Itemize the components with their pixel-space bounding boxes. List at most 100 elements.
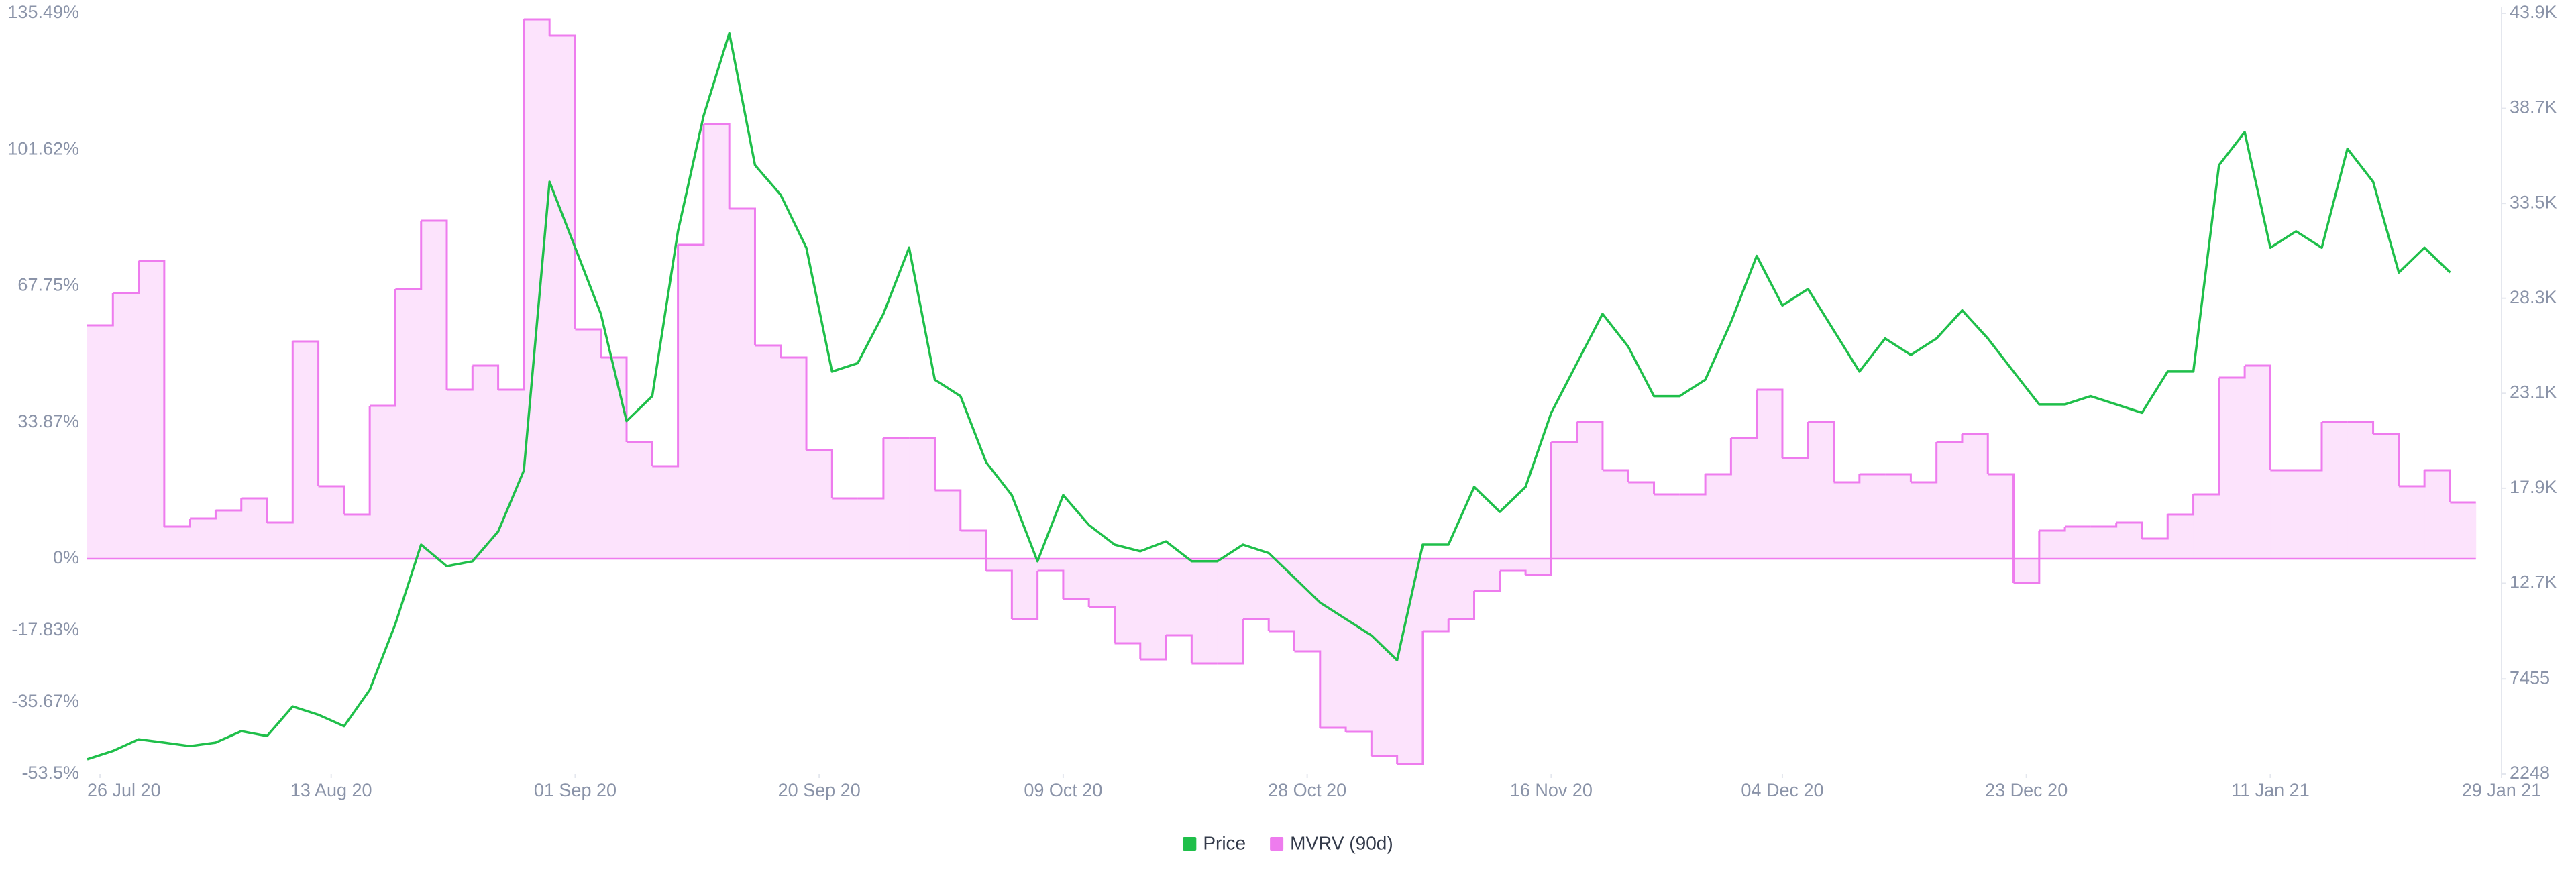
mvrv-area bbox=[1166, 558, 1192, 635]
legend-label: MVRV (90d) bbox=[1290, 832, 1393, 853]
mvrv-step bbox=[857, 437, 885, 500]
mvrv-area bbox=[292, 341, 319, 559]
mvrv-step bbox=[1012, 570, 1039, 620]
mvrv-step bbox=[575, 328, 602, 358]
mvrv-step bbox=[1525, 441, 1552, 576]
mvrv-area bbox=[857, 498, 884, 559]
mvrv-step bbox=[472, 364, 500, 390]
legend-label: Price bbox=[1203, 832, 1246, 853]
mvrv-area bbox=[1063, 558, 1089, 599]
mvrv-area bbox=[986, 558, 1012, 571]
mvrv-step bbox=[190, 510, 217, 520]
mvrv-step bbox=[2193, 377, 2220, 496]
mvrv-step bbox=[2218, 365, 2246, 379]
y2-tick-label: 23.1K bbox=[2510, 382, 2557, 402]
x-tick-label: 28 Oct 20 bbox=[1268, 780, 1346, 800]
y2-tick-label: 28.3K bbox=[2510, 287, 2557, 307]
mvrv-step bbox=[1833, 474, 1861, 484]
mvrv-step bbox=[370, 288, 396, 407]
mvrv-area bbox=[1551, 441, 1578, 559]
mvrv-area bbox=[2321, 421, 2348, 559]
y-tick-label: -53.5% bbox=[21, 763, 79, 783]
mvrv-step bbox=[1346, 730, 1373, 756]
mvrv-area bbox=[1242, 558, 1269, 619]
mvrv-step bbox=[343, 405, 371, 516]
mvrv-step bbox=[729, 207, 756, 345]
mvrv-area bbox=[652, 466, 679, 559]
mvrv-area bbox=[1936, 441, 1963, 559]
mvrv-step bbox=[2245, 364, 2271, 470]
mvrv-area bbox=[1089, 558, 1115, 607]
mvrv-area bbox=[215, 510, 242, 559]
y-tick-label: -35.67% bbox=[11, 691, 79, 711]
mvrv-area bbox=[703, 123, 730, 559]
mvrv-step bbox=[1063, 598, 1090, 607]
mvrv-step bbox=[1911, 441, 1938, 484]
mvrv-area bbox=[883, 437, 910, 559]
mvrv-area bbox=[1140, 558, 1167, 659]
mvrv-step bbox=[1269, 630, 1295, 651]
mvrv-step bbox=[2141, 514, 2169, 540]
x-tick-label: 23 Dec 20 bbox=[1985, 780, 2068, 800]
mvrv-area bbox=[190, 518, 216, 559]
mvrv-step bbox=[2373, 433, 2400, 486]
mvrv-step bbox=[2296, 421, 2323, 472]
mvrv-step bbox=[755, 344, 782, 358]
mvrv-step bbox=[215, 498, 243, 512]
mvrv-area bbox=[2347, 421, 2374, 559]
mvrv-area bbox=[1885, 474, 1911, 559]
mvrv-step bbox=[1962, 433, 1989, 474]
mvrv-step bbox=[806, 449, 833, 498]
mvrv-area bbox=[1422, 558, 1449, 631]
mvrv-area bbox=[1628, 482, 1655, 559]
mvrv-area bbox=[806, 449, 833, 559]
mvrv-area bbox=[1114, 558, 1141, 643]
mvrv-step bbox=[934, 489, 962, 531]
mvrv-area bbox=[2296, 470, 2322, 559]
mvrv-area bbox=[2398, 486, 2425, 559]
mvrv-step bbox=[1114, 642, 1142, 659]
mvrv-step bbox=[1679, 474, 1707, 496]
mvrv-area bbox=[1988, 474, 2015, 559]
mvrv-area bbox=[960, 530, 987, 559]
mvrv-step bbox=[421, 219, 448, 390]
mvrv-area bbox=[678, 244, 704, 559]
y2-tick-label: 43.9K bbox=[2510, 2, 2557, 22]
x-tick-label: 01 Sep 20 bbox=[534, 780, 616, 800]
mvrv-area bbox=[549, 35, 576, 559]
mvrv-step bbox=[1705, 437, 1732, 476]
mvrv-step bbox=[627, 441, 653, 466]
y-tick-label: -17.83% bbox=[11, 619, 79, 639]
mvrv-area bbox=[909, 437, 935, 559]
mvrv-area bbox=[447, 389, 473, 559]
x-tick-label: 13 Aug 20 bbox=[290, 780, 372, 800]
mvrv-area bbox=[1962, 433, 1988, 559]
mvrv-step bbox=[1628, 481, 1656, 494]
mvrv-area bbox=[523, 19, 550, 559]
mvrv-area bbox=[1525, 558, 1552, 575]
mvrv-step bbox=[138, 260, 166, 527]
mvrv-step bbox=[1576, 421, 1604, 470]
mvrv-step bbox=[1217, 618, 1244, 665]
mvrv-area bbox=[2013, 558, 2040, 583]
mvrv-area bbox=[421, 220, 447, 559]
mvrv-step bbox=[164, 518, 191, 528]
mvrv-area bbox=[1012, 558, 1038, 619]
mvrv-step bbox=[1320, 726, 1347, 732]
mvrv-step bbox=[909, 437, 936, 490]
mvrv-area bbox=[1499, 558, 1526, 571]
mvrv-area bbox=[2373, 433, 2400, 559]
price-line bbox=[87, 32, 2451, 761]
mvrv-step bbox=[241, 497, 268, 523]
mvrv-area bbox=[2424, 470, 2451, 559]
y-tick-label: 67.75% bbox=[17, 275, 79, 295]
mvrv-step bbox=[1242, 618, 1270, 631]
mvrv-step bbox=[780, 356, 808, 450]
mvrv-step bbox=[113, 260, 140, 294]
mvrv-area bbox=[2141, 538, 2168, 559]
mvrv-area bbox=[1756, 389, 1783, 559]
mvrv-area bbox=[1576, 421, 1603, 559]
mvrv-area bbox=[395, 288, 422, 559]
mvrv-step bbox=[1422, 618, 1450, 633]
mvrv-area bbox=[2245, 365, 2271, 559]
